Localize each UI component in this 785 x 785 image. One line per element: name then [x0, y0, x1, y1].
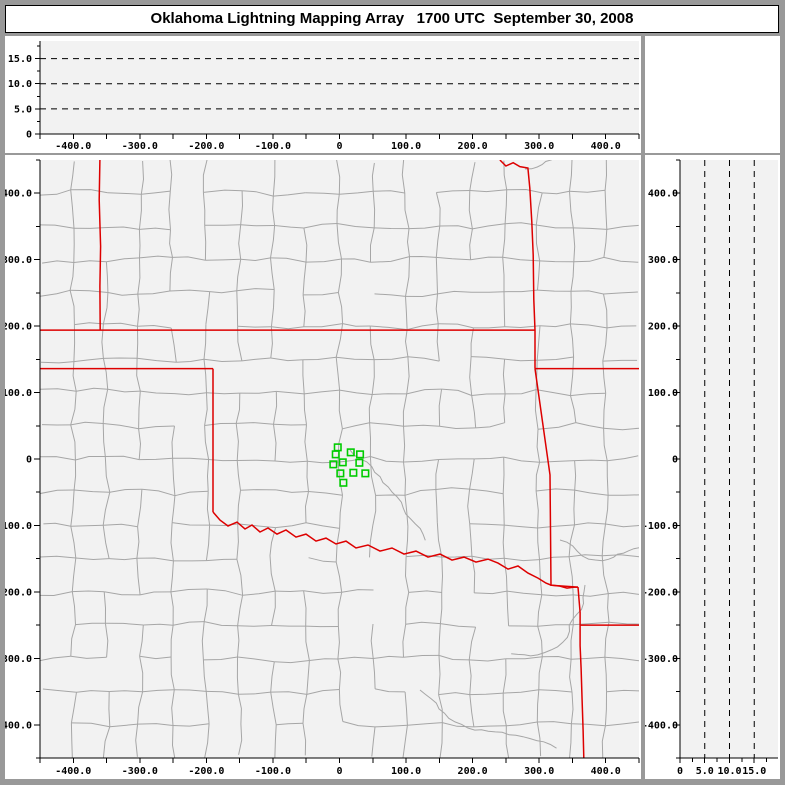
panel-map: 400.0 300.0 200.0 100.0 0 -100.0 -200.0 -300.0 -… — [5, 155, 641, 779]
svg-text:400.0: 400.0 — [591, 766, 621, 777]
svg-text:-300.0: -300.0 — [122, 141, 158, 152]
svg-text:400.0: 400.0 — [5, 189, 32, 200]
svg-text:15.0: 15.0 — [8, 54, 32, 65]
svg-text:-400.0: -400.0 — [55, 141, 91, 152]
svg-text:-400.0: -400.0 — [55, 766, 91, 777]
alt-ew-plot[interactable]: 0 5.0 10.0 15.0 -400.0 -300.0 -200.0 -100.0 0 100… — [5, 36, 641, 153]
map-plot[interactable]: 400.0 300.0 200.0 100.0 0 -100.0 -200.0 -300.0 -… — [5, 155, 641, 779]
svg-text:100.0: 100.0 — [648, 388, 678, 399]
svg-text:-200.0: -200.0 — [188, 766, 224, 777]
svg-text:100.0: 100.0 — [391, 766, 421, 777]
panel-alt-vs-ew: 0 5.0 10.0 15.0 -400.0 -300.0 -200.0 -100.0 0 100… — [5, 36, 641, 153]
svg-text:5.0: 5.0 — [696, 766, 714, 777]
title-bar: Oklahoma Lightning Mapping Array 1700 UT… — [5, 5, 779, 33]
alt-ns-plot[interactable]: 400.0 300.0 200.0 100.0 0 -100.0 -200.0 -300.0 -… — [645, 155, 780, 779]
svg-text:-300.0: -300.0 — [122, 766, 158, 777]
svg-text:300.0: 300.0 — [524, 766, 554, 777]
svg-text:0: 0 — [677, 766, 683, 777]
svg-text:0: 0 — [336, 766, 342, 777]
svg-text:-400.0: -400.0 — [5, 720, 32, 731]
svg-text:0: 0 — [26, 455, 32, 466]
svg-text:5.0: 5.0 — [14, 104, 32, 115]
panel-alt-vs-ns: 400.0 300.0 200.0 100.0 0 -100.0 -200.0 -300.0 -… — [645, 155, 780, 779]
svg-text:100.0: 100.0 — [5, 388, 32, 399]
svg-text:0: 0 — [672, 455, 678, 466]
svg-text:400.0: 400.0 — [648, 189, 678, 200]
svg-text:-200.0: -200.0 — [188, 141, 224, 152]
page-title: Oklahoma Lightning Mapping Array 1700 UT… — [150, 10, 634, 27]
svg-text:300.0: 300.0 — [648, 255, 678, 266]
svg-text:10.0: 10.0 — [8, 79, 32, 90]
svg-text:-300.0: -300.0 — [645, 654, 678, 665]
panel-histogram-empty — [645, 36, 780, 153]
svg-text:-100.0: -100.0 — [255, 141, 291, 152]
svg-text:300.0: 300.0 — [5, 255, 32, 266]
svg-text:-400.0: -400.0 — [645, 720, 678, 731]
svg-text:200.0: 200.0 — [648, 322, 678, 333]
svg-text:200.0: 200.0 — [458, 766, 488, 777]
svg-text:-100.0: -100.0 — [255, 766, 291, 777]
svg-text:100.0: 100.0 — [391, 141, 421, 152]
svg-text:-200.0: -200.0 — [5, 587, 32, 598]
svg-text:10.0: 10.0 — [717, 766, 741, 777]
svg-text:200.0: 200.0 — [5, 322, 32, 333]
svg-text:-100.0: -100.0 — [645, 521, 678, 532]
svg-text:400.0: 400.0 — [591, 141, 621, 152]
svg-text:300.0: 300.0 — [524, 141, 554, 152]
svg-text:-300.0: -300.0 — [5, 654, 32, 665]
svg-text:0: 0 — [26, 130, 32, 141]
svg-text:-200.0: -200.0 — [645, 587, 678, 598]
svg-text:0: 0 — [336, 141, 342, 152]
svg-text:15.0: 15.0 — [742, 766, 766, 777]
svg-text:200.0: 200.0 — [458, 141, 488, 152]
svg-text:-100.0: -100.0 — [5, 521, 32, 532]
